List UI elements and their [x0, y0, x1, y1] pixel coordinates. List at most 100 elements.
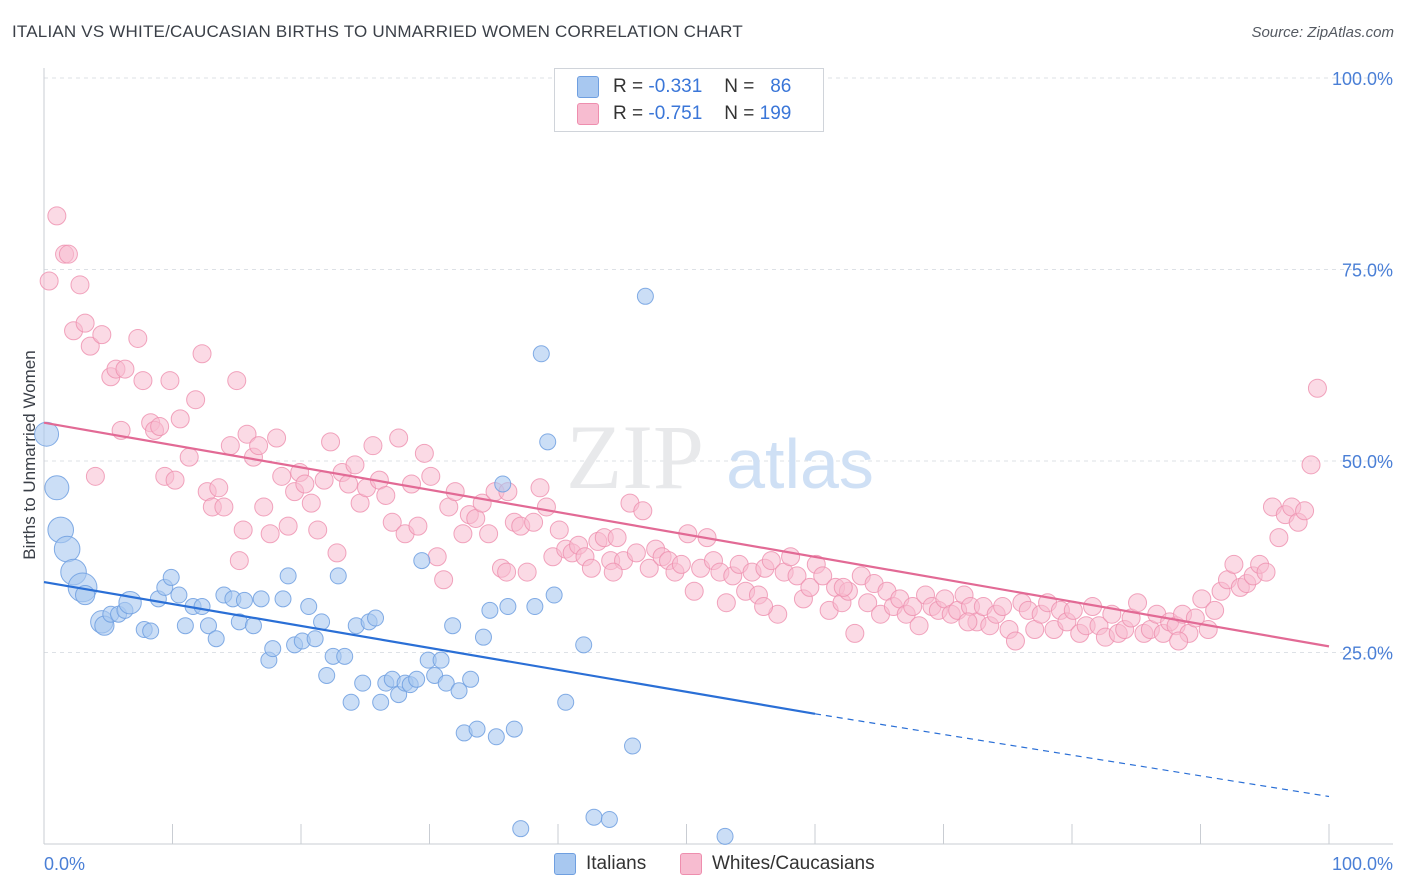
white-point [549, 520, 569, 540]
italian-point [207, 630, 225, 648]
white-point [684, 581, 704, 601]
italian-point [199, 617, 217, 635]
white-point [75, 313, 95, 333]
white-point [192, 344, 212, 364]
white-point [301, 493, 321, 513]
italian-point [432, 651, 450, 669]
white-point [497, 562, 517, 582]
white-point [787, 566, 807, 586]
white-point [993, 597, 1013, 617]
italian-point [306, 630, 324, 648]
italian-point [329, 567, 347, 585]
italian-point [512, 820, 530, 838]
white-point [345, 455, 365, 475]
y-tick-label: 50.0% [1342, 452, 1393, 472]
italians-r-value: -0.331 [648, 76, 703, 97]
italian-point [142, 622, 160, 640]
italian-point [318, 666, 336, 684]
italians-trendline-extension [814, 713, 1330, 798]
italian-point [367, 609, 385, 627]
white-point [186, 390, 206, 410]
italians-n-value: 86 [770, 76, 792, 97]
white-point [128, 328, 148, 348]
white-point [170, 409, 190, 429]
italian-point [575, 636, 593, 654]
r-label: R = [613, 76, 644, 97]
white-point [160, 371, 180, 391]
italian-point [34, 421, 60, 447]
white-point [1005, 631, 1025, 651]
white-point [833, 577, 853, 597]
white-point [363, 436, 383, 456]
white-point [92, 325, 112, 345]
italian-point [499, 598, 517, 616]
italian-point [557, 693, 575, 711]
whites-trendline [43, 421, 1330, 648]
white-point [761, 551, 781, 571]
white-point [1224, 554, 1244, 574]
white-point [909, 616, 929, 636]
italian-point [252, 590, 270, 608]
whites-points [39, 206, 1327, 651]
italian-point [162, 568, 180, 586]
white-point [1128, 593, 1148, 613]
italian-point [44, 475, 70, 501]
y-tick-labels: 25.0% 50.0% 75.0% 100.0% [1332, 69, 1393, 664]
white-point [80, 336, 100, 356]
italian-point [450, 682, 468, 700]
white-point [376, 485, 396, 505]
italian-point [532, 345, 550, 363]
white-point [1192, 589, 1212, 609]
chart-title: ITALIAN VS WHITE/CAUCASIAN BIRTHS TO UNM… [12, 22, 743, 41]
white-point [382, 512, 402, 532]
white-point [524, 512, 544, 532]
white-point [314, 470, 334, 490]
italian-point [354, 674, 372, 692]
whites-r-value: -0.751 [648, 103, 703, 124]
trendlines [43, 421, 1330, 798]
italian-point [300, 598, 318, 616]
italian-point [444, 617, 462, 635]
white-point [581, 558, 601, 578]
white-point [716, 593, 736, 613]
white-point [427, 547, 447, 567]
white-point [1269, 528, 1289, 548]
white-point [671, 554, 691, 574]
italian-point [176, 617, 194, 635]
r-label: R = [613, 103, 644, 124]
white-point [115, 359, 135, 379]
white-point [179, 447, 199, 467]
bottom-legend-italians: Italians [554, 852, 646, 876]
white-point [1295, 501, 1315, 521]
white-point [133, 371, 153, 391]
italian-point [244, 617, 262, 635]
italian-point [342, 693, 360, 711]
white-point [800, 577, 820, 597]
white-point [47, 206, 67, 226]
white-point [414, 443, 434, 463]
italians-trendline [43, 580, 816, 715]
white-point [260, 524, 280, 544]
white-point [536, 497, 556, 517]
white-point [453, 524, 473, 544]
white-point [530, 478, 550, 498]
white-point [327, 543, 347, 563]
white-point [39, 271, 59, 291]
white-point [1301, 455, 1321, 475]
watermark-atlas: atlas [726, 425, 874, 503]
white-point [402, 474, 422, 494]
italian-point [716, 827, 734, 845]
whites-n-value: 199 [759, 103, 792, 124]
italian-point [481, 601, 499, 619]
italian-point [437, 674, 455, 692]
white-point [517, 562, 537, 582]
white-point [445, 482, 465, 502]
italian-point [53, 535, 81, 563]
italian-point [636, 287, 654, 305]
white-point [272, 466, 292, 486]
white-point [70, 275, 90, 295]
white-point [858, 593, 878, 613]
white-point [1205, 600, 1225, 620]
italian-point [264, 640, 282, 658]
